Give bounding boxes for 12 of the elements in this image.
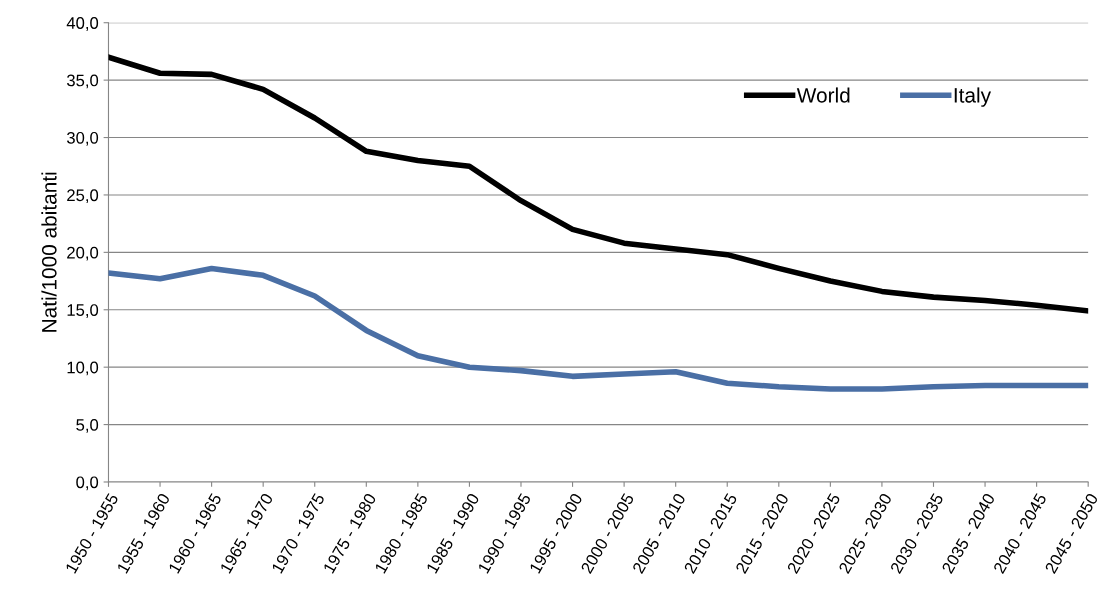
y-tick-label: 5,0 [76,418,99,433]
y-tick-label: 10,0 [67,361,99,376]
legend-label: Italy [954,87,992,107]
y-tick-label: 20,0 [67,246,99,261]
y-tick-label: 40,0 [66,17,99,31]
y-tick-label: 35,0 [66,74,99,89]
y-tick-label: 25,0 [67,189,99,204]
y-tick-label: 30,0 [66,131,99,146]
y-tick-label: 15,0 [67,304,99,318]
legend-label: World [796,87,850,103]
y-axis-title: Nati/1000 abitanti [41,172,57,332]
y-tick-label: 0,0 [76,476,99,491]
